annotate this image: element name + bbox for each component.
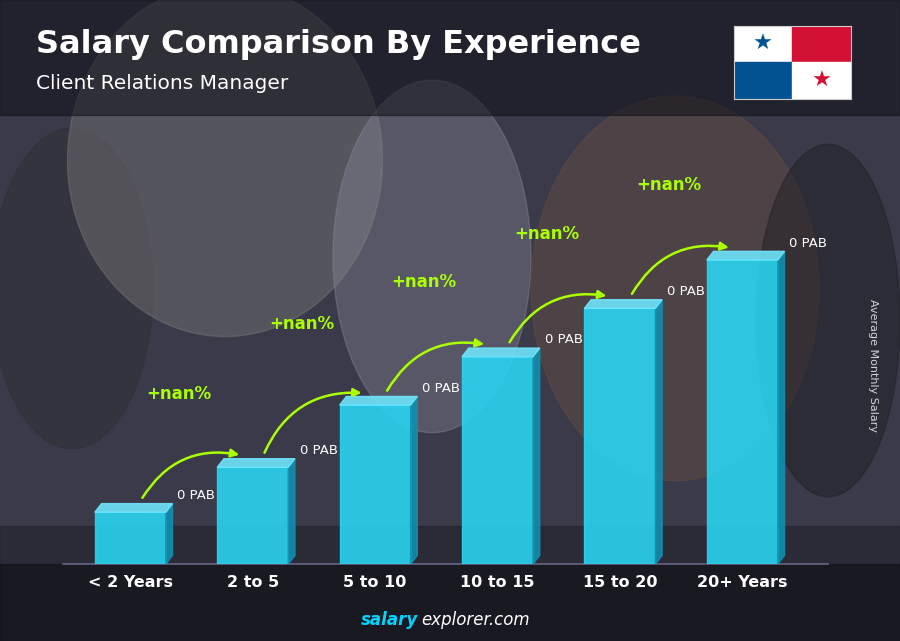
Ellipse shape xyxy=(333,80,531,433)
Polygon shape xyxy=(166,504,173,564)
Bar xyxy=(706,260,778,564)
Bar xyxy=(792,26,850,62)
Bar xyxy=(0,526,900,641)
Bar xyxy=(0,0,900,115)
Text: 0 PAB: 0 PAB xyxy=(667,285,705,298)
Polygon shape xyxy=(339,397,418,405)
Bar xyxy=(584,308,655,564)
Ellipse shape xyxy=(68,0,382,337)
Polygon shape xyxy=(288,459,295,564)
Text: +nan%: +nan% xyxy=(514,225,579,243)
Text: salary: salary xyxy=(361,611,419,629)
Bar xyxy=(94,512,166,564)
Text: explorer.com: explorer.com xyxy=(421,611,530,629)
Ellipse shape xyxy=(531,96,819,481)
Ellipse shape xyxy=(0,128,153,449)
Text: +nan%: +nan% xyxy=(392,273,456,291)
Polygon shape xyxy=(655,300,662,564)
Bar xyxy=(734,62,792,99)
Text: 0 PAB: 0 PAB xyxy=(789,237,827,249)
Bar xyxy=(0,564,900,641)
Text: +nan%: +nan% xyxy=(147,385,212,403)
Text: 0 PAB: 0 PAB xyxy=(422,382,460,395)
Text: +nan%: +nan% xyxy=(269,315,334,333)
Text: Client Relations Manager: Client Relations Manager xyxy=(36,74,288,93)
Ellipse shape xyxy=(756,144,900,497)
Polygon shape xyxy=(94,504,173,512)
Text: 0 PAB: 0 PAB xyxy=(300,444,338,457)
Bar xyxy=(217,467,288,564)
Text: 0 PAB: 0 PAB xyxy=(544,333,582,346)
Polygon shape xyxy=(410,397,418,564)
Bar xyxy=(792,62,850,99)
Bar xyxy=(462,357,533,564)
Bar xyxy=(734,26,792,62)
Polygon shape xyxy=(533,348,540,564)
Text: Salary Comparison By Experience: Salary Comparison By Experience xyxy=(36,29,641,60)
Polygon shape xyxy=(217,459,295,467)
Polygon shape xyxy=(584,300,662,308)
Text: +nan%: +nan% xyxy=(636,176,701,194)
Text: ★: ★ xyxy=(811,71,832,91)
Text: 0 PAB: 0 PAB xyxy=(177,489,215,502)
Bar xyxy=(339,405,410,564)
Text: ★: ★ xyxy=(752,34,773,54)
Polygon shape xyxy=(778,251,785,564)
Text: Average Monthly Salary: Average Monthly Salary xyxy=(868,299,878,432)
Polygon shape xyxy=(462,348,540,357)
Polygon shape xyxy=(706,251,785,260)
